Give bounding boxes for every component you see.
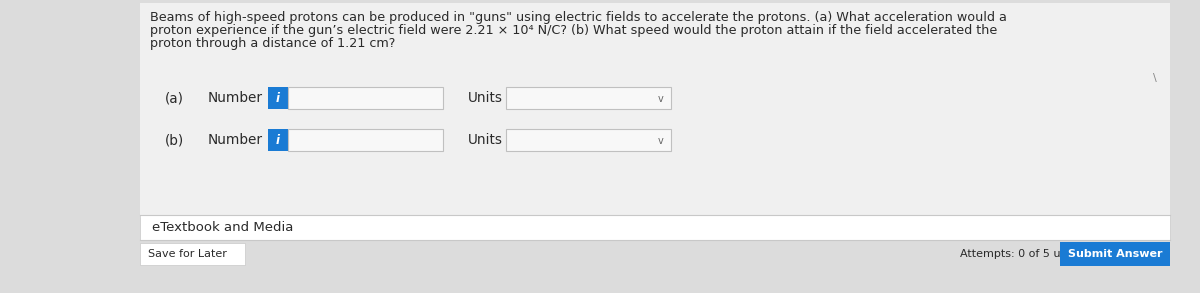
Text: Submit Answer: Submit Answer <box>1068 249 1163 259</box>
Bar <box>506 87 671 109</box>
Text: Number: Number <box>208 133 263 147</box>
Text: proton through a distance of 1.21 cm?: proton through a distance of 1.21 cm? <box>150 37 395 50</box>
Bar <box>268 129 288 151</box>
Bar <box>1060 242 1170 266</box>
Text: eTextbook and Media: eTextbook and Media <box>152 221 293 234</box>
Bar <box>288 87 443 109</box>
Text: (b): (b) <box>166 133 185 147</box>
Text: i: i <box>276 91 280 105</box>
Bar <box>506 129 671 151</box>
Text: proton experience if the gun’s electric field were 2.21 × 10⁴ N/C? (b) What spee: proton experience if the gun’s electric … <box>150 24 997 37</box>
Text: v: v <box>658 136 664 146</box>
Text: Beams of high-speed protons can be produced in "guns" using electric fields to a: Beams of high-speed protons can be produ… <box>150 11 1007 24</box>
Bar <box>140 3 1170 218</box>
Text: Units: Units <box>468 91 503 105</box>
Bar <box>140 243 245 265</box>
Text: Number: Number <box>208 91 263 105</box>
Text: Units: Units <box>468 133 503 147</box>
Text: \: \ <box>1153 73 1157 83</box>
Bar <box>288 129 443 151</box>
Text: i: i <box>276 134 280 146</box>
Text: v: v <box>658 94 664 104</box>
Text: Attempts: 0 of 5 used: Attempts: 0 of 5 used <box>960 249 1080 259</box>
Text: (a): (a) <box>166 91 184 105</box>
Bar <box>140 215 1170 240</box>
Bar <box>268 87 288 109</box>
Text: Save for Later: Save for Later <box>148 249 227 259</box>
